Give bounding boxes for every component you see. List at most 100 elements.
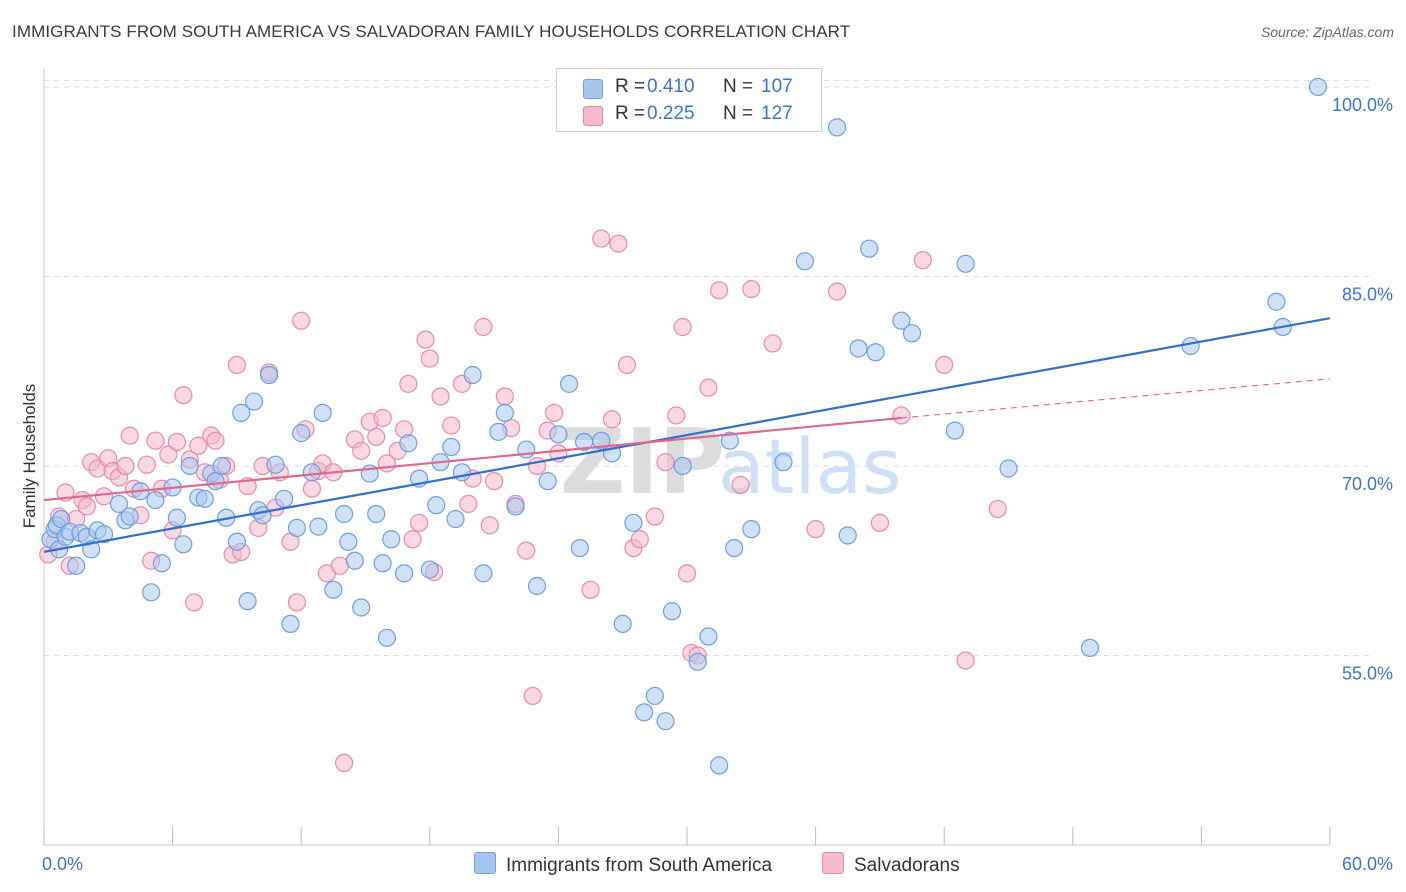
data-point [527, 456, 547, 476]
data-point [581, 580, 600, 599]
data-point [206, 431, 225, 450]
data-point [630, 530, 649, 549]
data-point [287, 518, 307, 537]
series-immigrants-south-america [41, 77, 1328, 775]
data-point [710, 756, 729, 775]
y-tick-label: 85.0% [1342, 284, 1393, 304]
data-point [227, 355, 246, 375]
trend-line-blue [43, 317, 1331, 553]
data-point [731, 475, 750, 495]
data-point [227, 532, 246, 551]
data-point [677, 564, 697, 583]
trend-line-pink-extension [901, 378, 1331, 419]
data-point [480, 516, 499, 535]
data-point [431, 387, 450, 406]
data-point [913, 250, 932, 270]
data-point [345, 551, 364, 570]
data-point [120, 426, 139, 445]
data-point [94, 487, 114, 506]
data-point [403, 530, 422, 549]
data-point [1267, 292, 1286, 311]
data-point [212, 456, 231, 476]
data-point [281, 614, 300, 634]
data-point [495, 403, 514, 423]
r-value: 0.225 [647, 103, 695, 124]
data-point [146, 490, 165, 510]
data-point [292, 311, 311, 330]
data-point [870, 513, 890, 532]
data-point [592, 431, 611, 450]
data-point [287, 593, 307, 612]
data-point [517, 541, 536, 560]
data-point [827, 282, 847, 301]
data-point [1181, 336, 1200, 356]
data-point [673, 456, 692, 476]
data-point [613, 614, 632, 634]
data-point [427, 496, 446, 515]
data-point [167, 432, 186, 452]
data-point [146, 431, 165, 450]
data-point [109, 494, 129, 513]
data-point [506, 497, 525, 516]
data-point [266, 455, 285, 474]
data-point [725, 538, 744, 558]
axes [43, 68, 1331, 846]
data-point [77, 497, 96, 516]
data-point [609, 234, 628, 253]
data-point [420, 349, 439, 368]
data-point [527, 576, 547, 596]
data-point [560, 374, 579, 393]
data-point [763, 334, 782, 353]
data-point [549, 425, 568, 444]
y-tick-label: 100.0% [1332, 95, 1393, 115]
data-point [742, 520, 761, 539]
data-point [167, 508, 186, 527]
data-point [420, 560, 439, 579]
data-point [313, 403, 332, 423]
data-point [988, 499, 1007, 519]
watermark-zip: ZIP [560, 410, 725, 515]
tick-labels: 55.0% 70.0% 85.0% 100.0% 0.0% 60.0% Family Hou… [20, 95, 1393, 874]
data-point [602, 410, 622, 429]
n-label: N = [723, 103, 754, 124]
data-point [352, 598, 371, 617]
watermark-atlas: atlas [718, 422, 902, 511]
data-point [174, 386, 193, 405]
data-point [409, 513, 429, 532]
data-point [399, 374, 418, 393]
blue-swatch [474, 852, 496, 874]
data-point [442, 437, 461, 457]
data-point [956, 254, 975, 273]
data-point [656, 453, 675, 472]
data-point [838, 526, 857, 545]
data-point [774, 453, 793, 472]
data-point [999, 459, 1018, 478]
data-point [259, 365, 279, 385]
n-label: N = [723, 76, 754, 97]
data-point [688, 652, 707, 671]
data-point [592, 229, 611, 248]
data-point [474, 317, 493, 337]
data-point [137, 455, 156, 474]
data-point [52, 509, 71, 529]
data-point [849, 339, 868, 358]
data-point [339, 532, 358, 551]
source-label: Source: ZipAtlas.com [1260, 24, 1394, 40]
data-point [253, 506, 272, 525]
data-point [180, 456, 199, 476]
data-point [152, 554, 171, 573]
data-point [174, 535, 193, 554]
data-point [459, 494, 478, 513]
r-value: 0.410 [647, 76, 695, 97]
data-point [274, 489, 294, 508]
data-point [206, 472, 225, 491]
data-point [892, 311, 911, 330]
data-point [367, 504, 386, 524]
data-point [292, 424, 311, 443]
data-point [624, 513, 643, 532]
data-point [159, 445, 178, 464]
data-point [495, 387, 514, 406]
data-point [617, 355, 637, 375]
data-point [645, 686, 664, 706]
